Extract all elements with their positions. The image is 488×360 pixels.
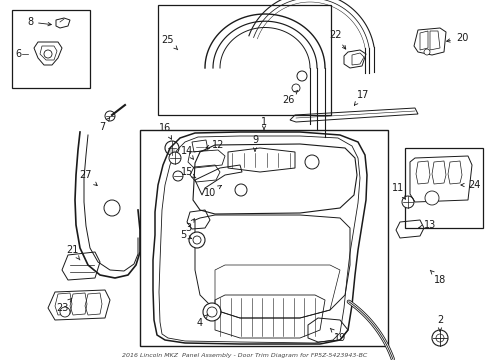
Text: 22: 22 <box>328 30 345 49</box>
Bar <box>158 5 330 115</box>
Circle shape <box>169 152 181 164</box>
Text: 6: 6 <box>15 49 21 59</box>
Bar <box>404 148 482 228</box>
Text: 2016 Lincoln MKZ  Panel Assembly - Door Trim Diagram for FP5Z-5423943-BC: 2016 Lincoln MKZ Panel Assembly - Door T… <box>122 354 366 359</box>
Circle shape <box>235 184 246 196</box>
Text: 26: 26 <box>281 90 297 105</box>
Circle shape <box>105 111 115 121</box>
Circle shape <box>206 307 217 317</box>
Text: 18: 18 <box>429 270 445 285</box>
Bar <box>12 10 90 88</box>
Circle shape <box>401 196 413 208</box>
Circle shape <box>164 141 179 155</box>
Circle shape <box>435 334 443 342</box>
Circle shape <box>44 50 52 58</box>
Text: 8: 8 <box>27 17 51 27</box>
Circle shape <box>431 330 447 346</box>
Circle shape <box>173 171 183 181</box>
Circle shape <box>305 155 318 169</box>
Text: 23: 23 <box>56 298 72 313</box>
Circle shape <box>193 236 201 244</box>
Text: 24: 24 <box>460 180 479 190</box>
Circle shape <box>424 191 438 205</box>
Text: 13: 13 <box>418 220 435 230</box>
Circle shape <box>423 49 429 55</box>
Text: 17: 17 <box>354 90 368 105</box>
Circle shape <box>296 71 306 81</box>
Text: 3: 3 <box>184 219 194 233</box>
Text: 7: 7 <box>99 118 110 132</box>
Text: 21: 21 <box>66 245 80 260</box>
Text: 15: 15 <box>181 167 196 178</box>
Text: 27: 27 <box>79 170 97 185</box>
Text: 12: 12 <box>205 140 224 150</box>
Circle shape <box>203 303 221 321</box>
Text: 4: 4 <box>197 314 207 328</box>
Circle shape <box>104 200 120 216</box>
Text: 25: 25 <box>162 35 178 50</box>
Text: 10: 10 <box>203 185 221 198</box>
Text: 9: 9 <box>251 135 258 151</box>
Text: 1: 1 <box>261 117 266 130</box>
Circle shape <box>60 307 70 317</box>
Bar <box>140 130 387 346</box>
Text: 14: 14 <box>181 146 193 159</box>
Text: 2: 2 <box>436 315 442 331</box>
Circle shape <box>291 84 299 92</box>
Text: 16: 16 <box>159 123 171 139</box>
Text: 20: 20 <box>446 33 467 43</box>
Text: 11: 11 <box>391 183 405 199</box>
Text: 5: 5 <box>180 230 191 240</box>
Circle shape <box>189 232 204 248</box>
Text: 19: 19 <box>329 328 346 343</box>
